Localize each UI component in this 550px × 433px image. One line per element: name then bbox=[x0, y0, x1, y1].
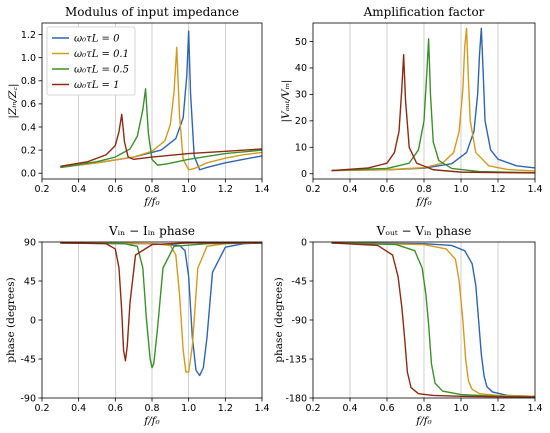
x-tick-label: 1.0 bbox=[453, 403, 468, 414]
series-line-3 bbox=[331, 242, 536, 398]
chart-title: Vᵢₙ − Iᵢₙ phase bbox=[108, 224, 195, 238]
y-tick-label: 40 bbox=[295, 63, 307, 74]
y-axis-title: phase (degrees) bbox=[5, 277, 17, 362]
legend-label: ω₀τL = 1 bbox=[74, 80, 119, 91]
y-tick-label: 0 bbox=[301, 169, 307, 180]
series-line-4 bbox=[331, 242, 536, 398]
x-tick-label: 1.2 bbox=[490, 184, 505, 195]
y-tick-label: 0.4 bbox=[21, 122, 36, 133]
y-tick-label: 0 bbox=[301, 237, 307, 248]
x-tick-label: 1.2 bbox=[218, 184, 233, 195]
x-tick-label: 0.6 bbox=[108, 184, 123, 195]
series-line-1 bbox=[331, 242, 536, 397]
y-tick-label: -45 bbox=[20, 354, 36, 365]
series-line-4 bbox=[60, 113, 263, 167]
y-tick-label: 30 bbox=[295, 90, 307, 101]
y-tick-label: 0.8 bbox=[21, 76, 36, 87]
y-tick-label: 45 bbox=[24, 276, 36, 287]
x-tick-label: 1.0 bbox=[181, 403, 196, 414]
y-axis-title: |Vₒᵤₜ/Vᵢₙ| bbox=[280, 80, 293, 123]
legend-label: ω₀τL = 0.1 bbox=[74, 49, 129, 60]
series-line-1 bbox=[331, 27, 536, 172]
x-tick-label: 1.0 bbox=[181, 184, 196, 195]
series-line-3 bbox=[60, 88, 263, 169]
x-tick-label: 0.8 bbox=[416, 184, 431, 195]
series-line-2 bbox=[331, 242, 536, 397]
x-tick-label: 1.4 bbox=[254, 184, 269, 195]
y-tick-label: -135 bbox=[285, 354, 307, 365]
series-line-2 bbox=[331, 27, 536, 172]
x-tick-label: 0.2 bbox=[305, 184, 320, 195]
x-tick-label: 1.4 bbox=[527, 403, 542, 414]
x-tick-label: 1.4 bbox=[527, 184, 542, 195]
x-axis-title: f/f₀ bbox=[143, 196, 160, 208]
y-tick-label: 90 bbox=[24, 237, 36, 248]
series-group bbox=[60, 30, 263, 171]
legend: ω₀τL = 0 ω₀τL = 0.1 ω₀τL = 0.5 ω₀τL = 1 bbox=[46, 26, 136, 96]
y-tick-label: 1.2 bbox=[21, 30, 36, 41]
series-group bbox=[60, 242, 263, 377]
y-tick-label: 0 bbox=[30, 315, 36, 326]
x-tick-label: 1.4 bbox=[254, 403, 269, 414]
series-group bbox=[331, 27, 536, 174]
chart-2: 0.2 0.4 0.6 0.8 1.0 1.2 1.4 0 10 20 30 40 50 Amplific… bbox=[280, 5, 543, 208]
y-axis-title: phase (degrees) bbox=[273, 277, 285, 362]
chart-3: 0.2 0.4 0.6 0.8 1.0 1.2 1.4 -90 -45 0 45 90 Vᵢₙ − Iᵢ… bbox=[5, 224, 270, 427]
x-tick-label: 1.2 bbox=[490, 403, 505, 414]
x-tick-label: 1.2 bbox=[218, 403, 233, 414]
legend-box bbox=[46, 26, 136, 96]
x-tick-label: 0.6 bbox=[108, 403, 123, 414]
x-tick-label: 0.8 bbox=[416, 403, 431, 414]
x-tick-label: 0.4 bbox=[342, 184, 357, 195]
x-axis-title: f/f₀ bbox=[415, 196, 432, 208]
y-tick-label: 0.0 bbox=[21, 169, 36, 180]
x-tick-label: 0.4 bbox=[71, 184, 86, 195]
legend-label: ω₀τL = 0.5 bbox=[74, 65, 129, 76]
series-line-2 bbox=[60, 46, 263, 171]
y-tick-label: -90 bbox=[291, 315, 307, 326]
chart-title: Vₒᵤₜ − Vᵢₙ phase bbox=[376, 224, 472, 238]
series-group bbox=[331, 242, 536, 398]
x-tick-label: 0.6 bbox=[379, 184, 394, 195]
series-line-3 bbox=[331, 38, 536, 174]
y-tick-label: 0.6 bbox=[21, 99, 36, 110]
y-tick-label: 10 bbox=[295, 143, 307, 154]
y-tick-label: 0.2 bbox=[21, 145, 36, 156]
x-tick-label: 1.0 bbox=[453, 184, 468, 195]
x-tick-label: 0.4 bbox=[71, 403, 86, 414]
y-tick-label: -90 bbox=[20, 393, 36, 404]
x-axis-title: f/f₀ bbox=[143, 415, 160, 427]
y-tick-label: 1.0 bbox=[21, 53, 36, 64]
chart-4: 0.2 0.4 0.6 0.8 1.0 1.2 1.4 -180 -135 -90 -45 0 Vₒᵤₜ… bbox=[273, 224, 543, 427]
x-tick-label: 0.8 bbox=[144, 184, 159, 195]
series-line-2 bbox=[60, 242, 263, 373]
y-tick-label: -180 bbox=[285, 393, 307, 404]
legend-label: ω₀τL = 0 bbox=[74, 34, 120, 45]
chart-title: Modulus of input impedance bbox=[65, 5, 239, 19]
chart-1: 0.2 0.4 0.6 0.8 1.0 1.2 1.4 0.0 0.2 0.4 0.6 0.8 1.0 1… bbox=[7, 5, 270, 208]
x-tick-label: 0.2 bbox=[305, 403, 320, 414]
x-tick-label: 0.6 bbox=[379, 403, 394, 414]
chart-title: Amplification factor bbox=[363, 5, 485, 19]
x-tick-label: 0.8 bbox=[144, 403, 159, 414]
series-line-4 bbox=[331, 54, 536, 174]
x-tick-label: 0.2 bbox=[34, 403, 49, 414]
y-tick-label: 20 bbox=[295, 116, 307, 127]
y-tick-label: -45 bbox=[291, 276, 307, 287]
series-line-4 bbox=[60, 242, 262, 362]
y-tick-label: 50 bbox=[295, 37, 307, 48]
x-axis-title: f/f₀ bbox=[415, 415, 432, 427]
y-axis-title: |Zᵢₙ/Z꜀| bbox=[7, 83, 20, 118]
series-line-3 bbox=[60, 242, 263, 369]
x-tick-label: 0.2 bbox=[34, 184, 49, 195]
series-line-1 bbox=[60, 242, 263, 377]
x-tick-label: 0.4 bbox=[342, 403, 357, 414]
